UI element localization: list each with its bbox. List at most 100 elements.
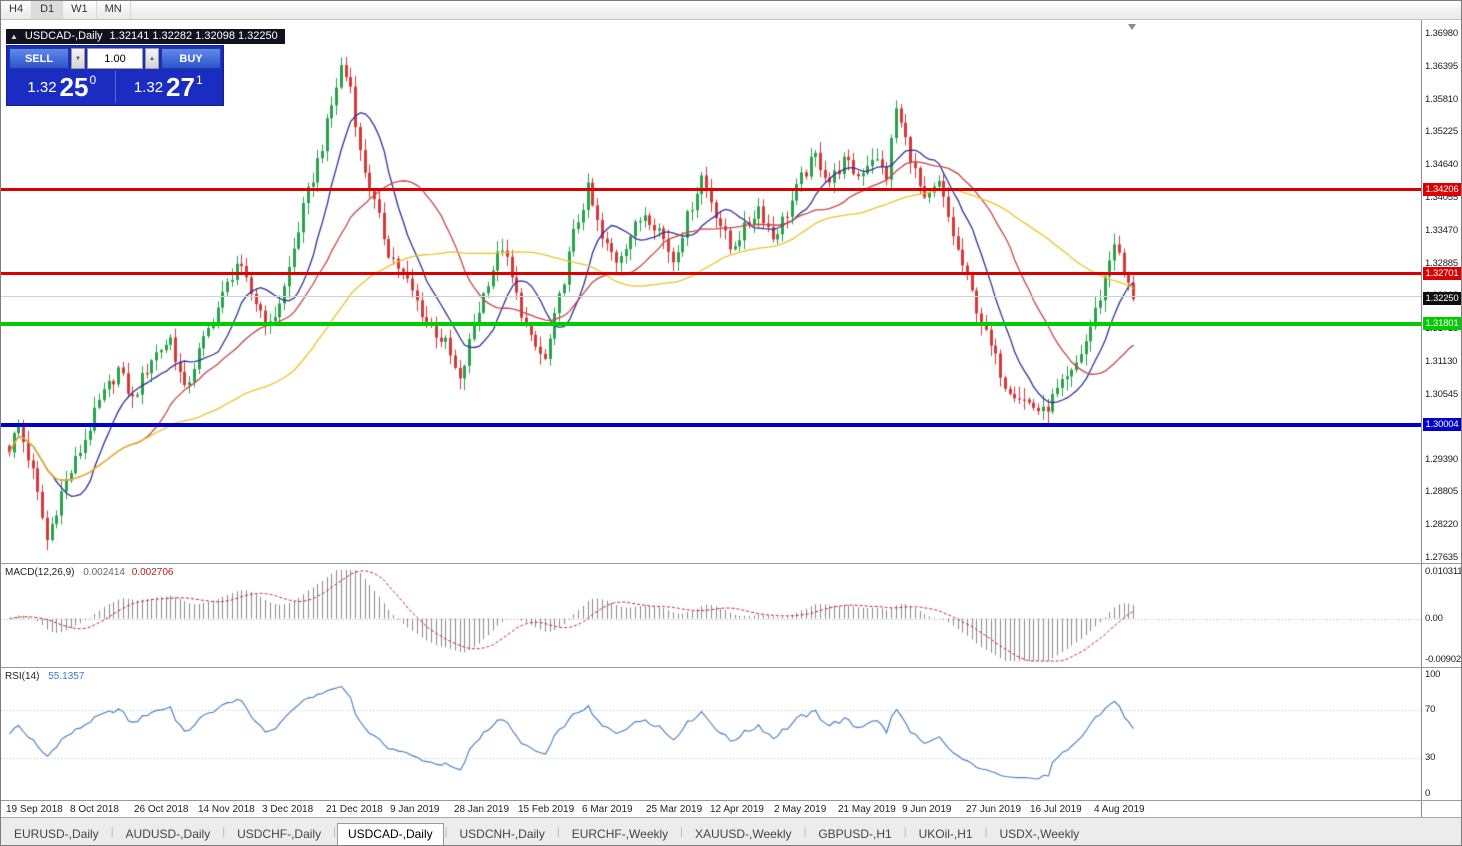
date-tick-label: 3 Dec 2018 (262, 804, 314, 815)
volume-decrease-button[interactable]: ▼ (71, 48, 85, 69)
tab-separator: | (803, 825, 807, 838)
candlestick-chart-canvas[interactable] (1, 20, 1421, 563)
buy-price-base: 1.32 (133, 78, 164, 96)
date-tick-label: 9 Jan 2019 (390, 804, 440, 815)
price-tick-label: 1.33470 (1425, 224, 1458, 236)
price-tick-label: 1.31130 (1425, 356, 1458, 368)
price-tick-label: 1.34055 (1425, 192, 1458, 203)
price-tick-label: 1.30545 (1425, 388, 1458, 400)
tab-usdcad-daily[interactable]: USDCAD-,Daily (336, 823, 444, 845)
date-tick-label: 2 May 2019 (774, 804, 827, 815)
pane-divider[interactable] (1, 563, 1461, 564)
pane-divider[interactable] (1, 667, 1461, 668)
tab-separator: | (222, 825, 226, 838)
date-tick-label: 14 Nov 2018 (198, 804, 255, 815)
tab-separator: | (110, 825, 114, 838)
level-line-1.32701[interactable] (1, 272, 1421, 276)
buy-price-pipette: 1 (195, 73, 203, 87)
chart-tab-bar: EURUSD-,Daily | AUDUSD-,Daily | USDCHF-,Dail… (1, 817, 1461, 845)
rsi-indicator-canvas[interactable] (1, 668, 1421, 800)
rsi-axis[interactable]: 100 70 30 0 (1421, 668, 1461, 800)
price-chart-pane: ▲ USDCAD-,Daily 1.32141 1.32282 1.32098 … (1, 20, 1461, 563)
macd-axis-min: -0.0090203 (1425, 654, 1461, 665)
ohlc-values: 1.32141 1.32282 1.32098 1.32250 (109, 30, 278, 42)
date-tick-label: 19 Sep 2018 (6, 804, 63, 815)
sell-price-base: 1.32 (27, 78, 57, 96)
symbol-marker-icon: ▲ (10, 31, 18, 41)
price-tick-label: 1.32885 (1425, 257, 1458, 269)
date-tick-label: 25 Mar 2019 (646, 804, 703, 815)
timeframe-button-mn[interactable]: MN (97, 1, 131, 19)
price-tick-label: 1.27635 (1425, 552, 1458, 563)
price-level-badge: 1.30004 (1423, 418, 1461, 432)
price-tick-label: 1.35810 (1425, 93, 1458, 105)
tab-audusd-daily[interactable]: AUDUSD-,Daily (125, 827, 211, 841)
price-tick-label: 1.29390 (1425, 453, 1458, 465)
tab-usdcnh-daily[interactable]: USDCNH-,Daily (459, 827, 545, 841)
tab-ukoil-h1[interactable]: UKOil-,H1 (918, 827, 973, 841)
price-shift-marker-icon[interactable] (1128, 24, 1136, 30)
rsi-axis-label: 70 (1425, 704, 1436, 715)
macd-name: MACD(12,26,9) (5, 567, 75, 578)
tab-eurusd-daily[interactable]: EURUSD-,Daily (14, 827, 99, 841)
tab-xauusd-weekly[interactable]: XAUUSD-,Weekly (695, 827, 792, 841)
price-tick-label: 1.36980 (1425, 28, 1458, 39)
tab-separator: | (903, 825, 907, 838)
date-tick-label: 4 Aug 2019 (1094, 804, 1145, 815)
date-tick-label: 28 Jan 2019 (454, 804, 510, 815)
date-tick-label: 21 May 2019 (838, 804, 896, 815)
level-line-1.30004[interactable] (1, 423, 1421, 428)
macd-label: MACD(12,26,9) 0.002414 0.002706 (5, 567, 173, 578)
macd-axis-zero: 0.00 (1425, 612, 1443, 624)
date-tick-label: 9 Jun 2019 (902, 804, 952, 815)
pane-divider (1, 800, 1461, 801)
tab-usdchf-daily[interactable]: USDCHF-,Daily (237, 827, 322, 841)
volume-input[interactable]: 1.00 (87, 48, 143, 69)
sell-price-pips: 25 (59, 72, 89, 102)
trade-panel-prices: 1.32 25 0 1.32 27 1 (9, 71, 221, 103)
time-axis[interactable]: 19 Sep 2018 8 Oct 2018 26 Oct 2018 14 Nov 2… (1, 801, 1461, 817)
sell-price-display[interactable]: 1.32 25 0 (9, 71, 116, 103)
date-tick-label: 21 Dec 2018 (326, 804, 383, 815)
timeframe-button-d1[interactable]: D1 (32, 1, 64, 19)
rsi-value: 55.1357 (48, 671, 85, 682)
tab-separator: | (333, 825, 336, 838)
date-tick-label: 26 Oct 2018 (134, 804, 189, 815)
level-line-1.34206[interactable] (1, 188, 1421, 192)
macd-indicator-canvas[interactable] (1, 564, 1421, 667)
level-line-1.31801[interactable] (1, 322, 1421, 327)
macd-pane: MACD(12,26,9) 0.002414 0.002706 0.010311… (1, 564, 1461, 667)
timeframe-button-h4[interactable]: H4 (1, 1, 33, 19)
buy-price-display[interactable]: 1.32 27 1 (116, 71, 222, 103)
time-axis-corner (1421, 801, 1461, 817)
tab-separator: | (556, 825, 560, 838)
price-level-badge: 1.32701 (1423, 266, 1461, 280)
tab-separator: | (984, 825, 988, 838)
symbol-name: USDCAD-,Daily (24, 30, 103, 42)
trade-panel-controls: SELL ▼ 1.00 ▲ BUY (9, 48, 221, 69)
price-tick-label: 1.28220 (1425, 519, 1458, 531)
macd-main-value: 0.002414 (83, 567, 125, 578)
price-tick-label: 1.28805 (1425, 486, 1458, 498)
tab-usdx-weekly[interactable]: USDX-,Weekly (999, 827, 1080, 841)
price-tick-label: 1.34640 (1425, 159, 1458, 171)
rsi-name: RSI(14) (5, 671, 40, 682)
date-tick-label: 15 Feb 2019 (518, 804, 575, 815)
price-axis[interactable]: 1.36980 1.36395 1.35810 1.35225 1.34640 1.340… (1421, 20, 1461, 563)
rsi-pane: RSI(14) 55.1357 100 70 30 0 (1, 668, 1461, 800)
timeframe-toolbar: H4 D1 W1 MN (1, 1, 1461, 20)
price-level-badge: 1.31801 (1423, 317, 1461, 331)
volume-increase-button[interactable]: ▲ (145, 48, 159, 69)
tab-gbpusd-h1[interactable]: GBPUSD-,H1 (818, 827, 892, 841)
sell-button[interactable]: SELL (9, 48, 69, 69)
macd-axis[interactable]: 0.010311 0.00 -0.0090203 (1421, 564, 1461, 667)
date-tick-label: 8 Oct 2018 (70, 804, 119, 815)
rsi-label: RSI(14) 55.1357 (5, 671, 84, 682)
timeframe-button-w1[interactable]: W1 (63, 1, 97, 19)
tab-eurchf-weekly[interactable]: EURCHF-,Weekly (571, 827, 669, 841)
tab-separator: | (444, 825, 448, 838)
date-tick-label: 16 Jul 2019 (1030, 804, 1082, 815)
price-level-badge: 1.34206 (1423, 182, 1461, 196)
buy-button[interactable]: BUY (161, 48, 221, 69)
